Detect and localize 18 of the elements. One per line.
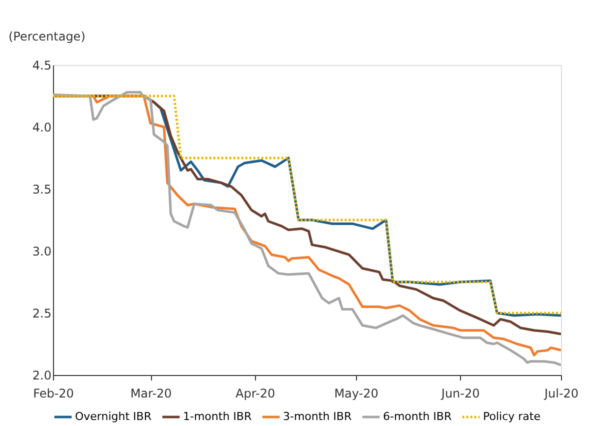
y-tick-label: 4.0 [32, 120, 52, 134]
x-tick-label: Mar-20 [130, 386, 172, 400]
x-tick-label: Jul-20 [543, 386, 579, 400]
legend-label: 3-month IBR [283, 410, 352, 423]
y-tick-label: 4.5 [32, 58, 52, 72]
y-tick-label: 2.5 [32, 306, 52, 320]
x-tick-label: May-20 [334, 386, 378, 400]
y-tick-label: 3.0 [32, 244, 52, 258]
y-axis-title: (Percentage) [8, 30, 86, 44]
legend-label: Overnight IBR [75, 410, 152, 423]
legend-label: 1-month IBR [183, 410, 252, 423]
legend-label: Policy rate [483, 410, 541, 423]
x-tick-label: Feb-20 [33, 386, 74, 400]
y-tick-label: 2.0 [32, 368, 52, 382]
x-tick-label: Jun-20 [440, 386, 480, 400]
y-tick-label: 3.5 [32, 182, 52, 196]
x-tick-label: Apr-20 [236, 386, 276, 400]
legend-label: 6-month IBR [383, 410, 452, 423]
